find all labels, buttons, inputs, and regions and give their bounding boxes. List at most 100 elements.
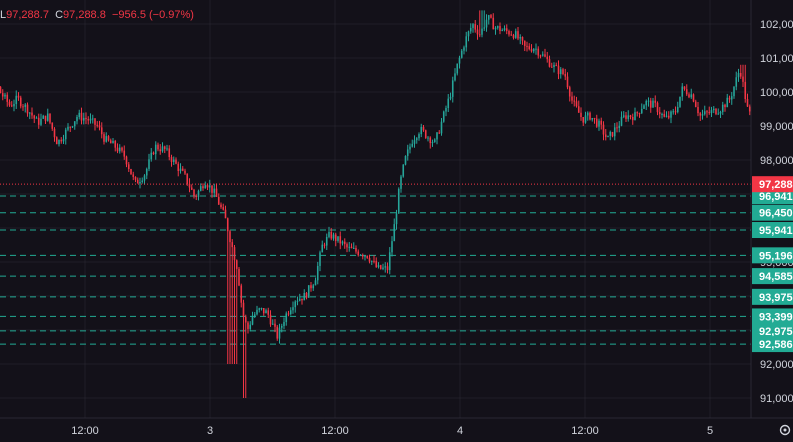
candle-body xyxy=(656,102,659,113)
candle-body xyxy=(404,155,407,165)
current-price-label: 97,288 xyxy=(759,179,793,191)
candle-down xyxy=(688,92,690,99)
candle-body xyxy=(125,156,128,165)
candle-body xyxy=(332,234,335,239)
candle-body xyxy=(341,241,344,244)
candle-down xyxy=(53,127,56,142)
candle-down xyxy=(568,85,571,102)
candle-up xyxy=(661,112,663,119)
candle-body xyxy=(582,117,585,123)
candle-body xyxy=(238,268,240,286)
candle-down xyxy=(269,310,272,327)
candle-up xyxy=(559,67,562,79)
candle-up xyxy=(393,218,396,242)
candle-up xyxy=(733,86,735,99)
candle-up xyxy=(328,226,330,239)
candle-up xyxy=(303,289,306,301)
time-axis[interactable] xyxy=(0,418,751,442)
candle-body xyxy=(528,46,531,50)
candle-down xyxy=(748,104,751,116)
candle-body xyxy=(580,112,582,118)
candle-down xyxy=(305,291,308,300)
candle-down xyxy=(267,307,270,318)
candle-down xyxy=(8,99,11,107)
candle-down xyxy=(602,121,605,141)
candle-body xyxy=(220,204,222,208)
candle-down xyxy=(724,103,726,112)
close-value: 97,288.8 xyxy=(63,9,106,21)
candle-down xyxy=(168,145,171,161)
candle-up xyxy=(325,233,328,251)
gear-icon[interactable] xyxy=(779,424,791,436)
candle-down xyxy=(550,62,553,68)
candle-body xyxy=(589,112,591,120)
candle-body xyxy=(719,111,722,114)
candle-body xyxy=(593,118,596,120)
candle-body xyxy=(400,176,402,189)
candle-up xyxy=(681,83,684,101)
candle-down xyxy=(98,120,101,131)
candle-body xyxy=(382,267,384,269)
candle-down xyxy=(517,26,519,41)
candle-down xyxy=(357,249,360,257)
candle-up xyxy=(721,101,724,115)
candle-down xyxy=(190,184,193,191)
candle-up xyxy=(139,177,141,189)
candle-body xyxy=(22,106,24,108)
candle-down xyxy=(629,114,632,120)
candle-body xyxy=(346,244,348,248)
candle-body xyxy=(393,224,396,242)
candle-up xyxy=(46,108,49,122)
candle-body xyxy=(685,89,688,95)
candle-down xyxy=(240,283,243,308)
candle-down xyxy=(262,308,265,316)
candle-up xyxy=(458,55,461,69)
candle-body xyxy=(8,101,11,106)
candle-body xyxy=(359,255,362,257)
candle-down xyxy=(69,126,72,132)
candle-body xyxy=(15,95,18,105)
candle-body xyxy=(413,140,416,144)
candle-body xyxy=(121,147,123,151)
candle-body xyxy=(436,132,438,140)
candle-down xyxy=(301,298,303,305)
candle-up xyxy=(496,25,499,30)
candle-body xyxy=(672,111,675,113)
candle-down xyxy=(593,117,596,124)
candle-down xyxy=(429,136,432,149)
candle-down xyxy=(537,46,540,59)
candle-up xyxy=(265,308,267,314)
candle-body xyxy=(132,174,135,177)
candle-up xyxy=(278,323,281,344)
chart-grid xyxy=(0,0,751,418)
candle-up xyxy=(13,99,15,112)
candle-down xyxy=(85,112,87,125)
candle-body xyxy=(148,159,150,169)
time-tick-label: 4 xyxy=(457,425,463,437)
candle-body xyxy=(733,86,735,97)
candle-up xyxy=(280,323,283,333)
candle-body xyxy=(58,139,60,145)
candle-body xyxy=(409,146,411,150)
candle-up xyxy=(341,240,344,246)
candle-body xyxy=(598,120,600,127)
candle-up xyxy=(314,277,317,286)
candle-down xyxy=(510,30,513,36)
level-tag xyxy=(752,268,793,285)
chart-settings-button[interactable] xyxy=(779,424,791,436)
candle-up xyxy=(251,311,254,326)
level-tag xyxy=(752,204,793,221)
candle-down xyxy=(631,113,634,125)
candle-up xyxy=(541,51,544,57)
candle-body xyxy=(85,117,87,120)
candle-body xyxy=(424,130,427,138)
candle-body xyxy=(312,285,315,289)
candle-up xyxy=(172,156,175,166)
candle-up xyxy=(388,247,391,275)
candle-up xyxy=(431,139,434,147)
candle-body xyxy=(303,292,306,301)
candle-up xyxy=(487,14,490,25)
candle-down xyxy=(600,117,603,130)
candle-body xyxy=(46,113,49,121)
